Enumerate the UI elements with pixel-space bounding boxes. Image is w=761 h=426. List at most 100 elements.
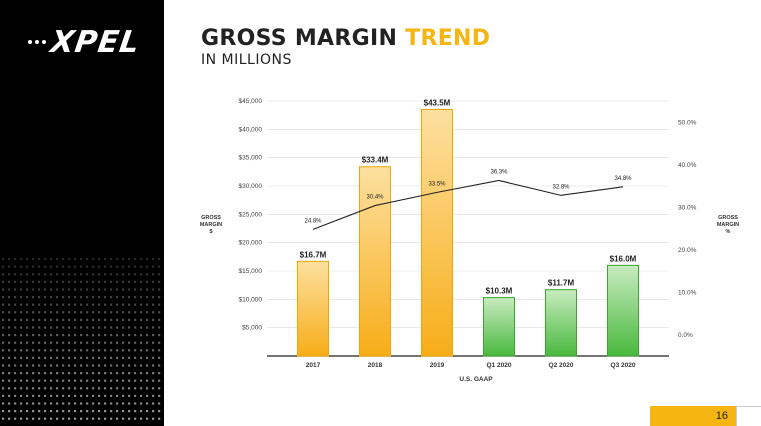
pattern-dot bbox=[128, 394, 131, 397]
pattern-dot bbox=[146, 364, 149, 367]
pattern-dot bbox=[8, 387, 11, 390]
pattern-dot bbox=[98, 387, 101, 390]
pattern-dot bbox=[134, 288, 137, 291]
pattern-dot bbox=[38, 334, 41, 337]
pattern-dot bbox=[92, 349, 95, 352]
pattern-dot bbox=[44, 280, 47, 283]
pattern-dot bbox=[80, 379, 83, 382]
pattern-dot bbox=[86, 318, 89, 321]
line-value-label: 32.8% bbox=[552, 184, 570, 190]
line-value-label: 34.8% bbox=[614, 176, 632, 182]
bar-value-label: $43.5M bbox=[424, 99, 451, 108]
pattern-dot bbox=[74, 311, 77, 314]
logo-text: XPEL bbox=[48, 24, 143, 60]
pattern-dot bbox=[80, 394, 83, 397]
pattern-dot bbox=[80, 372, 83, 375]
pattern-dot bbox=[152, 288, 155, 291]
pattern-dot bbox=[44, 265, 47, 268]
pattern-dot bbox=[92, 379, 95, 382]
pattern-dot bbox=[32, 394, 35, 397]
pattern-dot bbox=[158, 410, 161, 413]
pattern-dot bbox=[158, 417, 161, 420]
pattern-dot bbox=[152, 372, 155, 375]
pattern-dot bbox=[110, 273, 113, 276]
pattern-dot bbox=[128, 364, 131, 367]
pattern-dot bbox=[32, 303, 35, 306]
y-right-tick-label: 50.0% bbox=[678, 119, 697, 126]
pattern-dot bbox=[152, 303, 155, 306]
pattern-dot bbox=[50, 326, 53, 329]
pattern-dot bbox=[20, 258, 23, 261]
pattern-dot bbox=[74, 356, 77, 359]
pattern-dot bbox=[92, 288, 95, 291]
pattern-dot bbox=[74, 379, 77, 382]
pattern-dot bbox=[110, 326, 113, 329]
pattern-dot bbox=[140, 311, 143, 314]
pattern-dot bbox=[140, 349, 143, 352]
sidebar: XPEL bbox=[0, 0, 164, 426]
pattern-dot bbox=[68, 349, 71, 352]
pattern-dot bbox=[56, 311, 59, 314]
pattern-dot bbox=[152, 341, 155, 344]
pattern-dot bbox=[146, 326, 149, 329]
pattern-dot bbox=[104, 356, 107, 359]
pattern-dot bbox=[68, 341, 71, 344]
pattern-dot bbox=[104, 258, 107, 261]
pattern-dot bbox=[80, 349, 83, 352]
pattern-dot bbox=[146, 394, 149, 397]
pattern-dot bbox=[2, 387, 5, 390]
pattern-dot bbox=[86, 341, 89, 344]
pattern-dot bbox=[8, 379, 11, 382]
pattern-dot bbox=[92, 387, 95, 390]
pattern-dot bbox=[134, 318, 137, 321]
pattern-dot bbox=[26, 417, 29, 420]
pattern-dot bbox=[104, 387, 107, 390]
pattern-dot bbox=[68, 288, 71, 291]
pattern-dot bbox=[158, 288, 161, 291]
pattern-dot bbox=[158, 387, 161, 390]
pattern-dot bbox=[86, 296, 89, 299]
pattern-dot bbox=[116, 258, 119, 261]
pattern-dot bbox=[128, 417, 131, 420]
pattern-dot bbox=[128, 334, 131, 337]
pattern-dot bbox=[158, 379, 161, 382]
y-left-tick-label: $35,000 bbox=[239, 155, 263, 162]
pattern-dot bbox=[56, 303, 59, 306]
pattern-dot bbox=[62, 334, 65, 337]
pattern-dot bbox=[140, 356, 143, 359]
line-value-label: 30.4% bbox=[366, 195, 384, 201]
pattern-dot bbox=[8, 417, 11, 420]
pattern-dot bbox=[128, 311, 131, 314]
pattern-dot bbox=[104, 349, 107, 352]
pattern-dot bbox=[68, 372, 71, 375]
pattern-dot bbox=[26, 387, 29, 390]
pattern-dot bbox=[62, 273, 65, 276]
pattern-dot bbox=[26, 356, 29, 359]
pattern-dot bbox=[116, 379, 119, 382]
pattern-dot bbox=[98, 417, 101, 420]
pattern-dot bbox=[62, 417, 65, 420]
pattern-dot bbox=[8, 394, 11, 397]
pattern-dot bbox=[56, 280, 59, 283]
pattern-dot bbox=[32, 273, 35, 276]
pattern-dot bbox=[86, 379, 89, 382]
pattern-dot bbox=[116, 402, 119, 405]
pattern-dot bbox=[134, 296, 137, 299]
y-right-tick-label: 10.0% bbox=[678, 289, 697, 296]
pattern-dot bbox=[104, 318, 107, 321]
pattern-dot bbox=[32, 356, 35, 359]
pattern-dot bbox=[32, 318, 35, 321]
pattern-dot bbox=[32, 265, 35, 268]
pattern-dot bbox=[146, 387, 149, 390]
pattern-dot bbox=[116, 311, 119, 314]
pattern-dot bbox=[26, 288, 29, 291]
pattern-dot bbox=[152, 349, 155, 352]
pattern-dot bbox=[74, 402, 77, 405]
pattern-dot bbox=[14, 296, 17, 299]
pattern-dot bbox=[38, 258, 41, 261]
pattern-dot bbox=[92, 341, 95, 344]
pattern-dot bbox=[50, 311, 53, 314]
pattern-dot bbox=[110, 402, 113, 405]
pattern-dot bbox=[8, 356, 11, 359]
pattern-dot bbox=[2, 311, 5, 314]
